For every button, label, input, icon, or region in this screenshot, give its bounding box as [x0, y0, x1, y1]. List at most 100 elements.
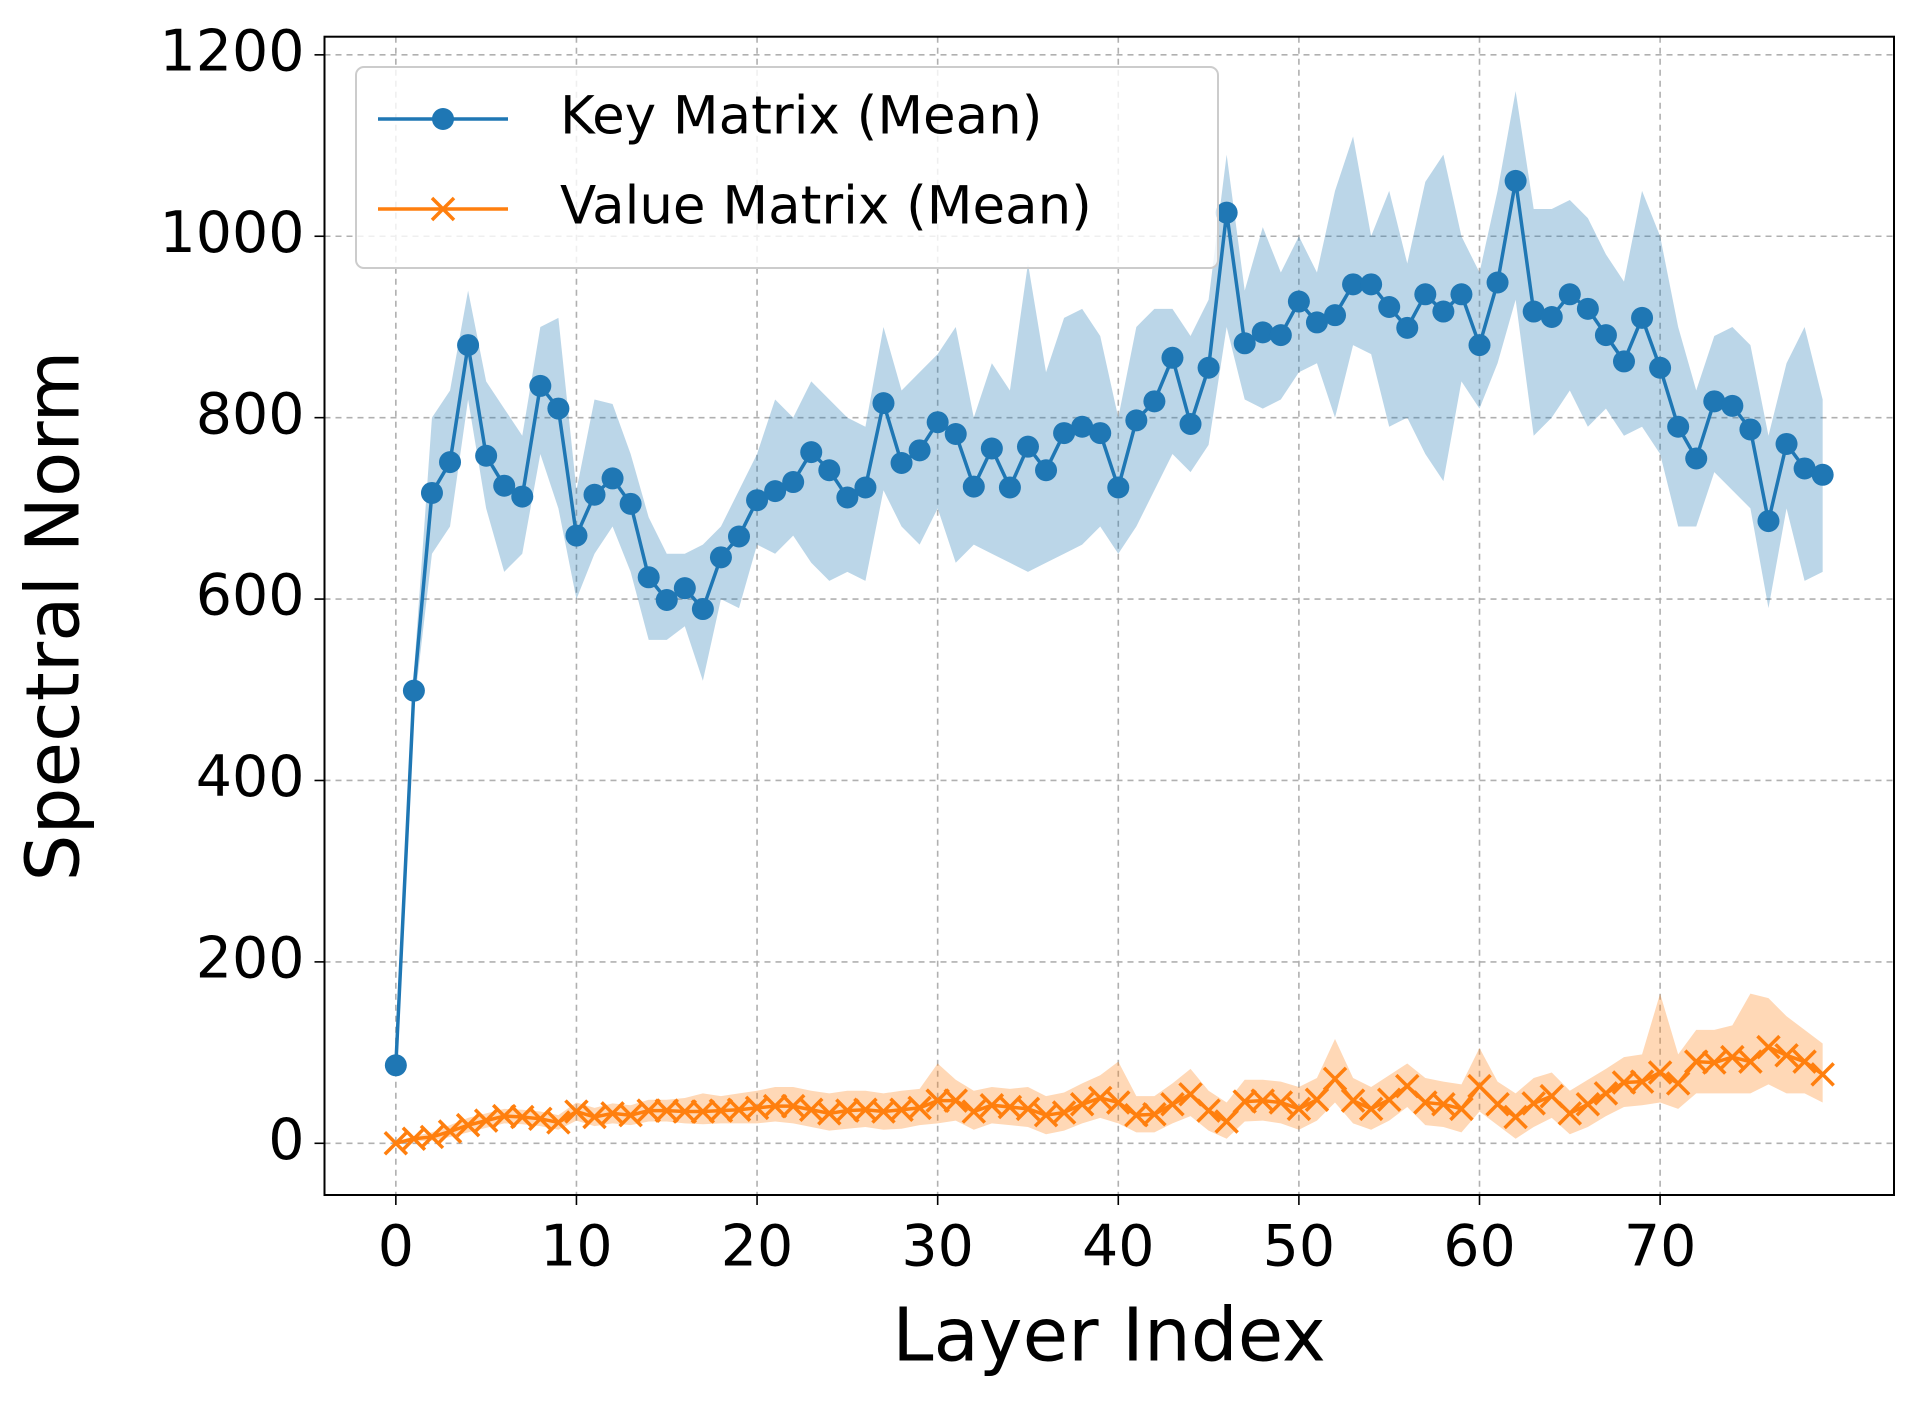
- marker: [1810, 1062, 1835, 1087]
- marker: [637, 566, 660, 589]
- marker: [926, 411, 949, 434]
- marker: [925, 1088, 950, 1113]
- y-axis-label: Spectral Norm: [11, 351, 97, 882]
- marker: [1160, 1092, 1185, 1117]
- marker: [1142, 1102, 1167, 1127]
- marker: [746, 489, 769, 512]
- marker: [1431, 1092, 1456, 1117]
- marker: [1631, 306, 1654, 329]
- marker: [1069, 1092, 1095, 1117]
- marker: [383, 1131, 409, 1156]
- marker: [1521, 1091, 1546, 1116]
- marker: [1053, 422, 1076, 445]
- marker: [547, 397, 570, 420]
- marker: [439, 451, 462, 474]
- marker: [1342, 273, 1365, 296]
- marker: [1304, 1087, 1330, 1112]
- marker: [1071, 415, 1094, 438]
- marker: [1739, 418, 1762, 441]
- marker: [1358, 1096, 1384, 1122]
- marker: [1251, 321, 1274, 344]
- marker: [1035, 459, 1058, 482]
- marker: [980, 437, 1003, 460]
- marker: [475, 444, 498, 467]
- marker: [1774, 1043, 1799, 1068]
- marker: [1087, 1085, 1113, 1111]
- marker: [1503, 1104, 1528, 1130]
- marker: [1557, 1101, 1583, 1126]
- marker: [907, 1095, 932, 1121]
- marker: [762, 1093, 788, 1119]
- y-tick-label: 1200: [159, 18, 304, 84]
- marker: [1756, 1034, 1781, 1060]
- marker: [782, 471, 805, 494]
- x-tick-label: 30: [901, 1214, 974, 1280]
- marker: [1683, 1049, 1709, 1074]
- marker: [491, 1103, 517, 1129]
- marker: [1125, 409, 1148, 432]
- plot-area: [324, 36, 1894, 1195]
- marker: [1197, 356, 1220, 379]
- marker: [1232, 1089, 1257, 1114]
- legend-marker: [432, 108, 454, 130]
- marker: [1720, 1044, 1745, 1070]
- marker: [583, 483, 606, 506]
- x-tick-label: 70: [1624, 1214, 1697, 1280]
- series: [384, 91, 1834, 1077]
- marker: [1486, 271, 1509, 294]
- marker: [1685, 447, 1708, 470]
- marker: [890, 452, 913, 475]
- marker: [1215, 201, 1238, 224]
- marker: [402, 679, 425, 702]
- marker: [1594, 324, 1617, 347]
- marker: [493, 474, 516, 497]
- marker: [618, 1102, 643, 1128]
- marker: [836, 486, 859, 509]
- marker: [1143, 390, 1166, 413]
- axes-frame: [323, 35, 1895, 1197]
- marker: [1612, 350, 1635, 373]
- marker: [1214, 1109, 1239, 1134]
- marker: [1667, 415, 1690, 438]
- marker: [655, 588, 678, 611]
- marker: [1286, 1096, 1312, 1122]
- marker: [1107, 476, 1130, 499]
- marker: [419, 1124, 445, 1150]
- marker: [511, 485, 534, 508]
- x-tick-label: 0: [378, 1214, 414, 1280]
- marker: [1106, 1090, 1131, 1115]
- marker: [1611, 1070, 1637, 1095]
- marker: [1015, 1096, 1041, 1122]
- x-tick-label: 10: [540, 1214, 613, 1280]
- series: [383, 993, 1835, 1156]
- x-tick-label: 60: [1443, 1214, 1516, 1280]
- marker: [1449, 1096, 1474, 1122]
- marker: [1485, 1092, 1510, 1117]
- marker: [457, 334, 480, 357]
- marker: [962, 475, 985, 498]
- marker: [943, 1088, 968, 1113]
- legend-label: Value Matrix (Mean): [560, 176, 1092, 237]
- marker: [727, 525, 750, 548]
- marker: [1558, 283, 1581, 306]
- marker: [1703, 390, 1726, 413]
- marker: [1324, 304, 1347, 327]
- marker: [691, 598, 714, 621]
- marker: [998, 476, 1021, 499]
- marker: [1811, 463, 1834, 486]
- marker: [1575, 1092, 1601, 1117]
- marker: [1269, 324, 1292, 347]
- x-axis-label: Layer Index: [892, 1293, 1326, 1379]
- marker: [818, 459, 841, 482]
- marker: [601, 467, 624, 490]
- marker: [1016, 435, 1039, 458]
- marker: [835, 1098, 860, 1123]
- confidence-band: [395, 91, 1823, 1070]
- marker: [708, 1098, 734, 1123]
- marker: [1268, 1090, 1294, 1115]
- marker: [420, 481, 443, 504]
- marker: [854, 476, 877, 499]
- y-tick-label: 1000: [159, 200, 304, 266]
- marker: [961, 1099, 987, 1124]
